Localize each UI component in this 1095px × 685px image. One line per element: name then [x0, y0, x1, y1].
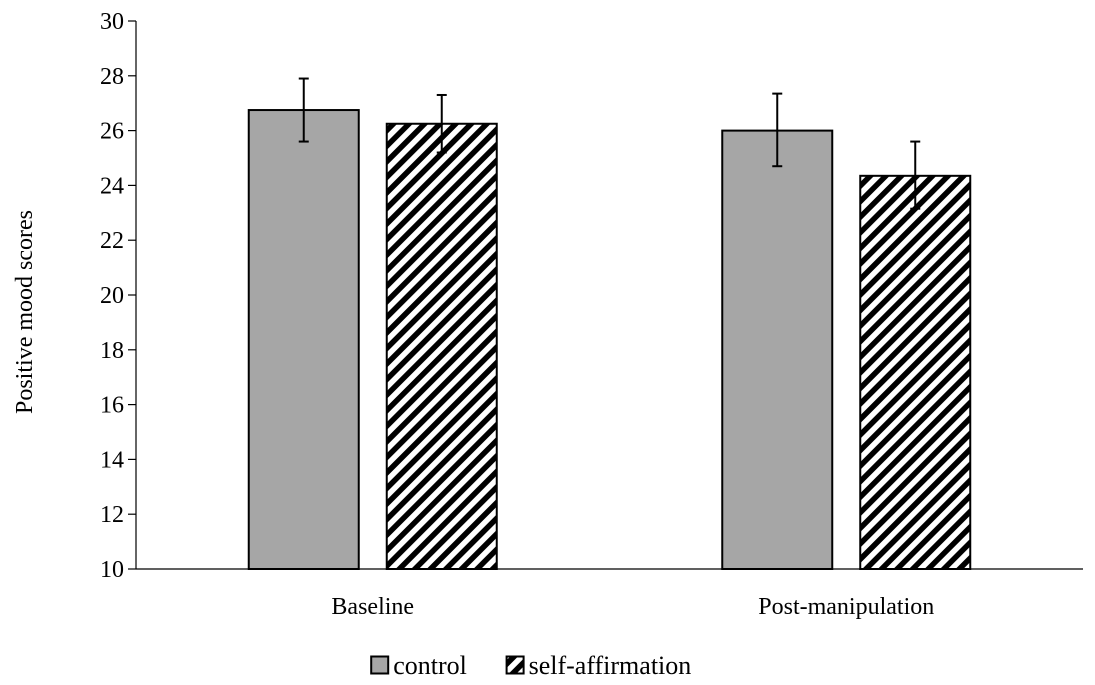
bars-group — [247, 109, 972, 571]
x-axis-categories: Baseline Post-manipulation — [331, 594, 934, 620]
y-axis-title: Positive mood scores — [12, 210, 38, 414]
y-tick-label: 30 — [100, 9, 124, 35]
y-tick-label: 28 — [100, 64, 124, 90]
y-tick-label: 18 — [100, 338, 124, 364]
y-tick-label: 14 — [100, 447, 124, 473]
bar-control-baseline — [247, 109, 360, 571]
y-tick-label: 10 — [100, 557, 124, 583]
y-tick-label: 12 — [100, 502, 124, 528]
legend-label: control — [393, 651, 467, 680]
bar-self-affirmation-baseline — [385, 122, 498, 570]
y-axis: 10 12 14 16 18 20 22 24 26 28 30 — [100, 9, 136, 583]
legend: control self-affirmation — [370, 651, 692, 680]
y-tick-label: 22 — [100, 228, 124, 254]
bar-control-post-manipulation — [721, 129, 834, 570]
error-bars-group — [298, 77, 921, 210]
y-tick-label: 20 — [100, 283, 124, 309]
legend-label: self-affirmation — [529, 651, 692, 680]
y-tick-label: 24 — [100, 173, 124, 199]
y-tick-label: 26 — [100, 119, 124, 145]
bar-self-affirmation-post-manipulation — [859, 174, 972, 570]
legend-swatch-control — [370, 655, 390, 675]
x-category-label: Post-manipulation — [758, 594, 934, 620]
y-tick-label: 16 — [100, 393, 124, 419]
x-category-label: Baseline — [331, 594, 414, 620]
legend-swatch-self-affirmation — [505, 655, 525, 675]
